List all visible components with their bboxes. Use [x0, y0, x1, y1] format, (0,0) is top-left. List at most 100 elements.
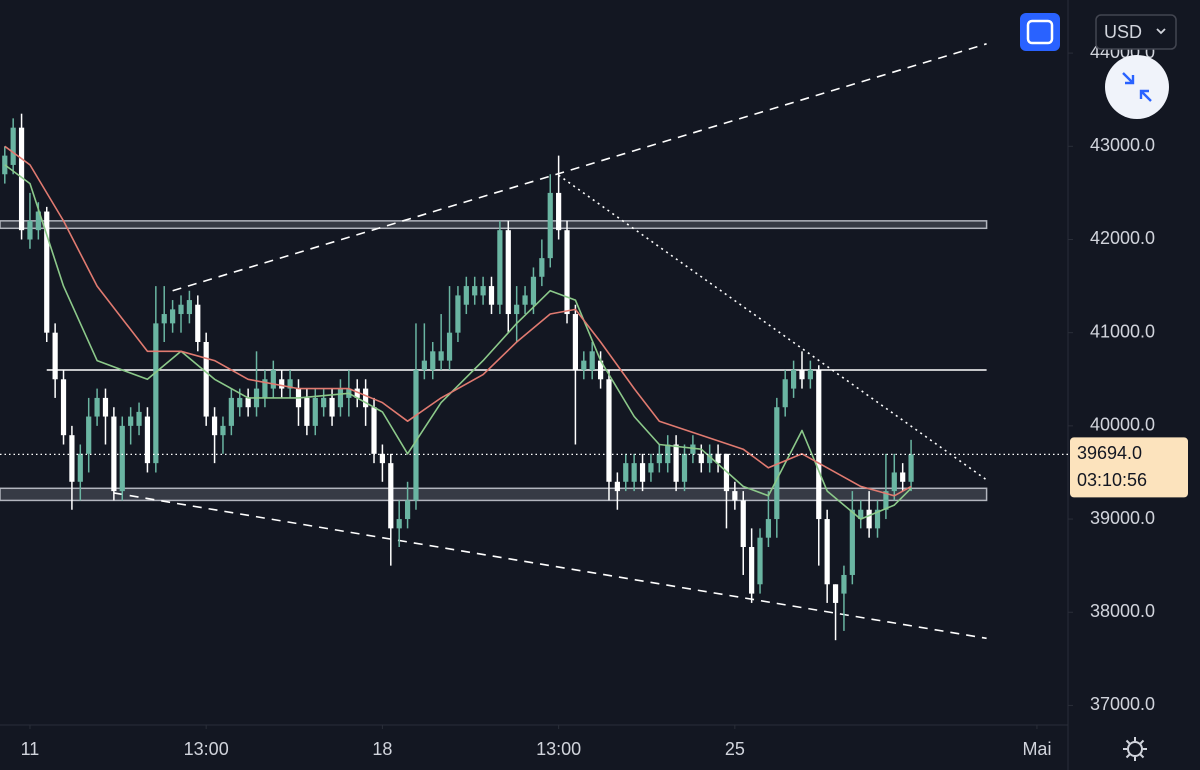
candle-body	[237, 397, 243, 408]
candle-body	[900, 472, 906, 482]
currency-dropdown[interactable]: USD	[1095, 14, 1177, 50]
candle-body	[824, 519, 830, 585]
candle-body	[354, 388, 360, 398]
y-tick-label: 39000.0	[1090, 508, 1155, 528]
candle-body	[606, 379, 612, 482]
candle-body	[715, 453, 721, 464]
candle-body	[170, 309, 176, 324]
candle-body	[446, 332, 453, 361]
last-price-badge	[1070, 437, 1188, 498]
candle-body	[497, 230, 503, 305]
candle-body	[27, 220, 33, 240]
y-tick-label: 40000.0	[1090, 415, 1155, 435]
candle-body	[472, 286, 478, 296]
candle-body	[572, 314, 579, 370]
candle-body	[698, 453, 704, 464]
candle-body	[94, 397, 100, 417]
candle-body	[287, 379, 293, 389]
candle-body	[757, 537, 763, 585]
candle-body	[312, 397, 318, 426]
candle-body	[86, 416, 92, 454]
candle-body	[321, 397, 327, 408]
candle-body	[119, 425, 125, 492]
x-tick-label: 13:00	[536, 739, 581, 759]
candle-body	[681, 453, 688, 482]
candle-body	[564, 230, 570, 315]
settings-button[interactable]	[1123, 737, 1147, 761]
candle-body	[463, 286, 469, 305]
candle-body	[220, 425, 226, 436]
candle-body	[388, 463, 394, 529]
candle-body	[539, 258, 545, 277]
candle-body	[556, 192, 562, 231]
y-tick-label: 43000.0	[1090, 135, 1155, 155]
candle-body	[799, 369, 805, 380]
candle-body	[849, 509, 855, 575]
candle-body	[732, 491, 738, 501]
candle-body	[178, 304, 184, 315]
candle-body	[279, 379, 285, 389]
plot-area	[0, 43, 1068, 641]
last-price-label: 39694.0	[1077, 443, 1142, 463]
candle-body	[379, 453, 386, 464]
candle-body	[623, 463, 629, 482]
candle-body	[522, 295, 528, 305]
countdown-label: 03:10:56	[1077, 470, 1147, 490]
candle-body	[455, 295, 461, 333]
candle-body	[186, 300, 192, 315]
candle-body	[656, 453, 662, 464]
candle-body	[639, 463, 646, 482]
candle-body	[10, 127, 16, 165]
candle-body	[908, 454, 914, 482]
moving-average-line	[4, 145, 912, 497]
candle-body	[128, 416, 134, 426]
y-tick-label: 42000.0	[1090, 228, 1155, 248]
candle-body	[203, 341, 209, 417]
x-tick-label: 11	[21, 739, 40, 759]
candle-body	[816, 369, 822, 520]
candle-body	[866, 509, 872, 529]
candle-body	[337, 388, 344, 408]
zone	[0, 220, 988, 230]
candle-body	[44, 211, 50, 333]
candle-body	[60, 379, 67, 436]
candle-body	[581, 360, 587, 370]
candle-body	[430, 351, 436, 370]
candle-body	[396, 519, 402, 529]
collapse-button[interactable]	[1105, 55, 1169, 119]
candle-body	[245, 397, 251, 408]
trend-line	[172, 43, 987, 292]
axes: 37000.0 38000.0 39000.0 40000.0 41000.0 42000…	[21, 42, 1188, 759]
candle-body	[790, 369, 797, 389]
candle-body	[505, 230, 511, 315]
candle-body	[883, 491, 889, 510]
candle-body	[371, 407, 377, 454]
moving-average-line	[4, 164, 912, 520]
candle-body	[153, 323, 159, 464]
currency-label: USD	[1104, 22, 1142, 42]
candle-body	[144, 416, 151, 464]
candle-body	[69, 435, 75, 482]
candle-body	[136, 411, 142, 426]
candle-body	[648, 463, 654, 473]
candle-body	[52, 332, 58, 380]
candle-body	[589, 351, 595, 370]
candle-body	[690, 444, 696, 454]
candle-body	[740, 500, 746, 548]
candle-body	[438, 351, 444, 361]
x-tick-label: 25	[725, 739, 745, 759]
candle-body	[874, 509, 881, 529]
candle-body	[413, 369, 419, 501]
fullscreen-button[interactable]	[1020, 13, 1060, 51]
trend-line	[113, 492, 987, 640]
candle-body	[673, 444, 679, 482]
candle-body	[858, 509, 864, 520]
candle-body	[18, 127, 25, 231]
candle-body	[262, 379, 268, 398]
candle-body	[614, 481, 620, 492]
candle-body	[841, 574, 847, 594]
y-tick-label: 41000.0	[1090, 321, 1155, 341]
y-tick-label: 38000.0	[1090, 601, 1155, 621]
candle-body	[102, 397, 109, 417]
